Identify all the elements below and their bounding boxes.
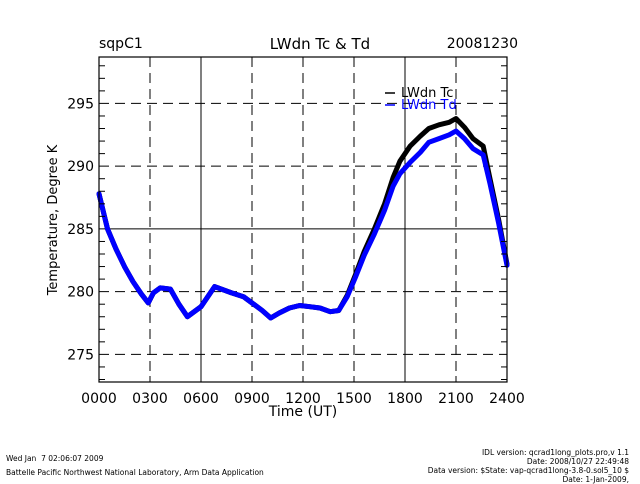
x-tick-label: 1500 bbox=[336, 391, 372, 407]
y-axis-label: Temperature, Degree K bbox=[46, 144, 61, 296]
y-tick-label: 290 bbox=[67, 159, 94, 175]
x-tick-label: 2100 bbox=[438, 391, 474, 407]
y-tick-label: 285 bbox=[67, 222, 94, 238]
footer-left: Wed Jan 7 02:06:07 2009 Battelle Pacific… bbox=[6, 454, 264, 477]
footer-lab: Battelle Pacific Northwest National Labo… bbox=[6, 468, 264, 477]
footer-idl-date: Date: 2008/10/27 22:49:48 bbox=[428, 457, 629, 466]
footer-data-version: Data version: $State: vap-qcrad1long-3.8… bbox=[428, 466, 629, 475]
y-tick-label: 275 bbox=[67, 347, 94, 363]
x-tick-label: 1800 bbox=[387, 391, 423, 407]
footer-right: IDL version: qcrad1long_plots.pro,v 1.1 … bbox=[428, 448, 629, 484]
footer-timestamp: Wed Jan 7 02:06:07 2009 bbox=[6, 454, 264, 463]
y-tick-label: 295 bbox=[67, 96, 94, 112]
y-tick-label: 280 bbox=[67, 285, 94, 301]
x-tick-label: 0900 bbox=[234, 391, 270, 407]
x-axis-label: Time (UT) bbox=[268, 404, 337, 420]
x-tick-label: 0300 bbox=[132, 391, 168, 407]
legend-label: LWdn Td bbox=[401, 98, 457, 113]
x-tick-label: 0600 bbox=[183, 391, 219, 407]
footer-idl-version: IDL version: qcrad1long_plots.pro,v 1.1 bbox=[428, 448, 629, 457]
x-tick-label: 2400 bbox=[489, 391, 525, 407]
x-tick-label: 0000 bbox=[81, 391, 117, 407]
